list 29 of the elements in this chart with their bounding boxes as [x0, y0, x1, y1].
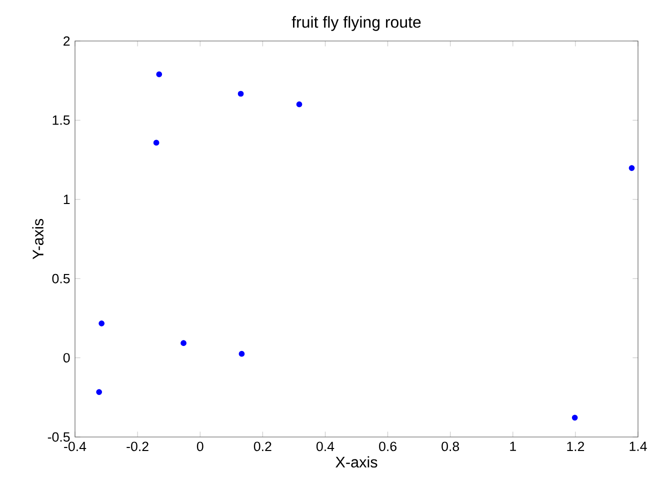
- chart-title: fruit fly flying route: [292, 16, 421, 31]
- x-tick-label: 1.4: [630, 442, 647, 451]
- point: [572, 414, 578, 421]
- point: [238, 350, 245, 357]
- x-tick-label: 0.2: [254, 442, 272, 452]
- x-tick-label: 0.4: [316, 442, 334, 452]
- point: [96, 389, 102, 395]
- point: [628, 165, 635, 171]
- x-tick-label: 0: [196, 442, 204, 452]
- point: [180, 340, 186, 346]
- point: [296, 101, 302, 108]
- y-tick-label: 0: [63, 353, 70, 363]
- x-tick-label: -0.4: [64, 442, 86, 452]
- y-tick-label: 1.5: [52, 116, 70, 125]
- x-tick-label: 0.6: [379, 442, 396, 452]
- y-tick-label: 2: [64, 36, 70, 46]
- x-tick-label: 1: [510, 442, 516, 451]
- x-axis-title: X-axis: [336, 456, 378, 468]
- y-axis-title: Y-axis: [32, 218, 44, 260]
- point: [153, 140, 160, 146]
- y-tick-label: -0.5: [48, 432, 70, 442]
- x-tick-label: 1.2: [567, 442, 584, 452]
- x-tick-label: 0.8: [442, 442, 460, 452]
- point: [98, 320, 105, 326]
- x-tick-label: -0.2: [126, 442, 148, 452]
- y-tick-label: 0.5: [52, 274, 70, 284]
- point: [156, 71, 162, 78]
- y-tick-label: 1: [64, 194, 70, 204]
- point: [238, 90, 244, 97]
